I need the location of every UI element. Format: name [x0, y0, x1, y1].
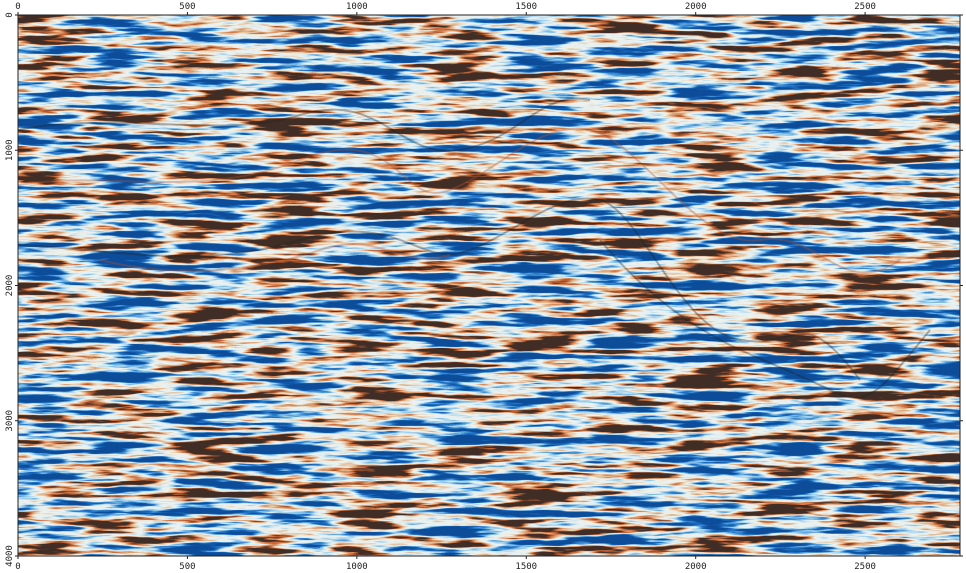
reflector [18, 127, 901, 274]
y-tick-label: 0 [5, 12, 15, 17]
reflector [18, 197, 861, 381]
x-tick-label-bottom: 0 [15, 562, 20, 572]
reflector [18, 97, 591, 152]
x-tick-label-bottom: 1000 [346, 562, 368, 572]
y-tick-label: 4000 [5, 545, 15, 567]
x-tick-label-top: 1500 [515, 2, 537, 12]
x-tick-label-bottom: 500 [179, 562, 195, 572]
reflector [599, 239, 931, 399]
seismic-image [18, 15, 960, 556]
x-tick-label-bottom: 2000 [685, 562, 707, 572]
x-tick-label-bottom: 1500 [515, 562, 537, 572]
x-tick-label-top: 0 [15, 2, 20, 12]
x-tick-label-bottom: 2500 [854, 562, 876, 572]
x-tick-label-top: 2500 [854, 2, 876, 12]
x-tick-label-top: 1000 [346, 2, 368, 12]
x-tick-label-top: 500 [179, 2, 195, 12]
y-tick-label: 2000 [5, 275, 15, 297]
y-tick-label: 3000 [5, 410, 15, 432]
seismic-texture [18, 15, 960, 556]
y-tick-label: 1000 [5, 139, 15, 161]
reflector [99, 243, 451, 272]
x-tick-label-top: 2000 [685, 2, 707, 12]
